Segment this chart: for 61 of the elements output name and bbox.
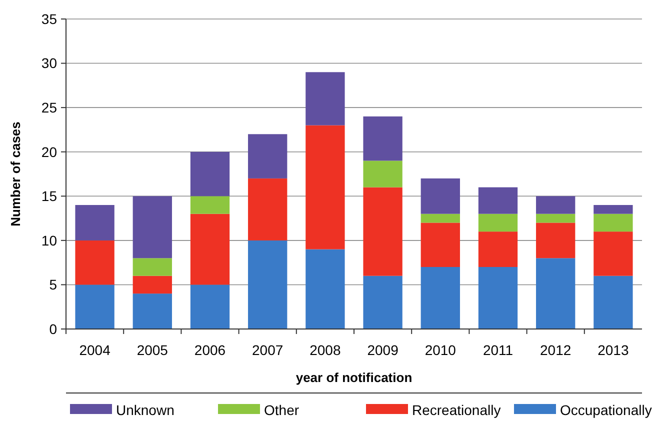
- x-tick-label: 2006: [194, 342, 226, 358]
- y-tick-label: 15: [41, 188, 58, 204]
- bar: [248, 240, 288, 329]
- legend-label: Recreationally: [412, 402, 501, 418]
- bar: [594, 276, 633, 329]
- bar: [363, 160, 402, 188]
- bar: [190, 196, 230, 214]
- bar: [594, 214, 633, 232]
- x-tick-label: 2011: [482, 342, 514, 358]
- bar: [536, 258, 576, 329]
- bar: [478, 187, 518, 214]
- bar: [248, 178, 288, 240]
- bar: [75, 240, 114, 285]
- x-tick-label: 2012: [540, 342, 572, 358]
- x-tick-label: 2013: [598, 342, 629, 358]
- x-tick-label: 2005: [136, 342, 168, 358]
- y-tick-label: 35: [41, 10, 58, 27]
- y-axis-title: Number of cases: [8, 122, 23, 226]
- legend-label: Unknown: [116, 402, 174, 418]
- x-tick-label: 2009: [367, 342, 399, 358]
- bar: [594, 232, 633, 276]
- bar: [420, 214, 460, 223]
- legend-label: Other: [264, 402, 300, 418]
- legend-label: Occupationally: [560, 402, 652, 418]
- bar: [420, 178, 460, 214]
- bar: [75, 284, 114, 329]
- bar: [306, 72, 345, 126]
- bar: [132, 276, 172, 294]
- y-tick-label: 5: [49, 276, 58, 293]
- x-tick-label: 2008: [310, 342, 341, 358]
- y-tick-label: 10: [41, 232, 58, 248]
- bar: [132, 258, 172, 276]
- bar: [306, 249, 345, 329]
- y-tick-label: 20: [41, 144, 58, 160]
- bar: [594, 205, 633, 214]
- bar: [420, 267, 460, 329]
- bar: [478, 267, 518, 329]
- bar: [190, 284, 230, 329]
- x-tick-label: 2007: [252, 342, 284, 358]
- x-tick-label: 2010: [424, 342, 456, 358]
- bar: [478, 214, 518, 232]
- bar: [536, 222, 576, 258]
- bar: [363, 116, 402, 161]
- y-tick-label: 25: [41, 99, 58, 116]
- x-tick-label: 2004: [79, 342, 111, 358]
- y-tick-label: 30: [41, 55, 58, 72]
- bar: [248, 134, 288, 178]
- bar: [306, 125, 345, 250]
- bar: [420, 222, 460, 267]
- bar: [363, 187, 402, 276]
- bar: [478, 232, 518, 267]
- bar: [190, 214, 230, 285]
- bar: [536, 214, 576, 223]
- y-tick-label: 0: [49, 320, 58, 337]
- bar: [132, 196, 172, 258]
- bar: [363, 276, 402, 329]
- bar: [75, 205, 114, 240]
- bar: [536, 196, 576, 214]
- bar: [190, 152, 230, 196]
- x-axis-title: year of notification: [296, 370, 412, 385]
- bar: [132, 294, 172, 329]
